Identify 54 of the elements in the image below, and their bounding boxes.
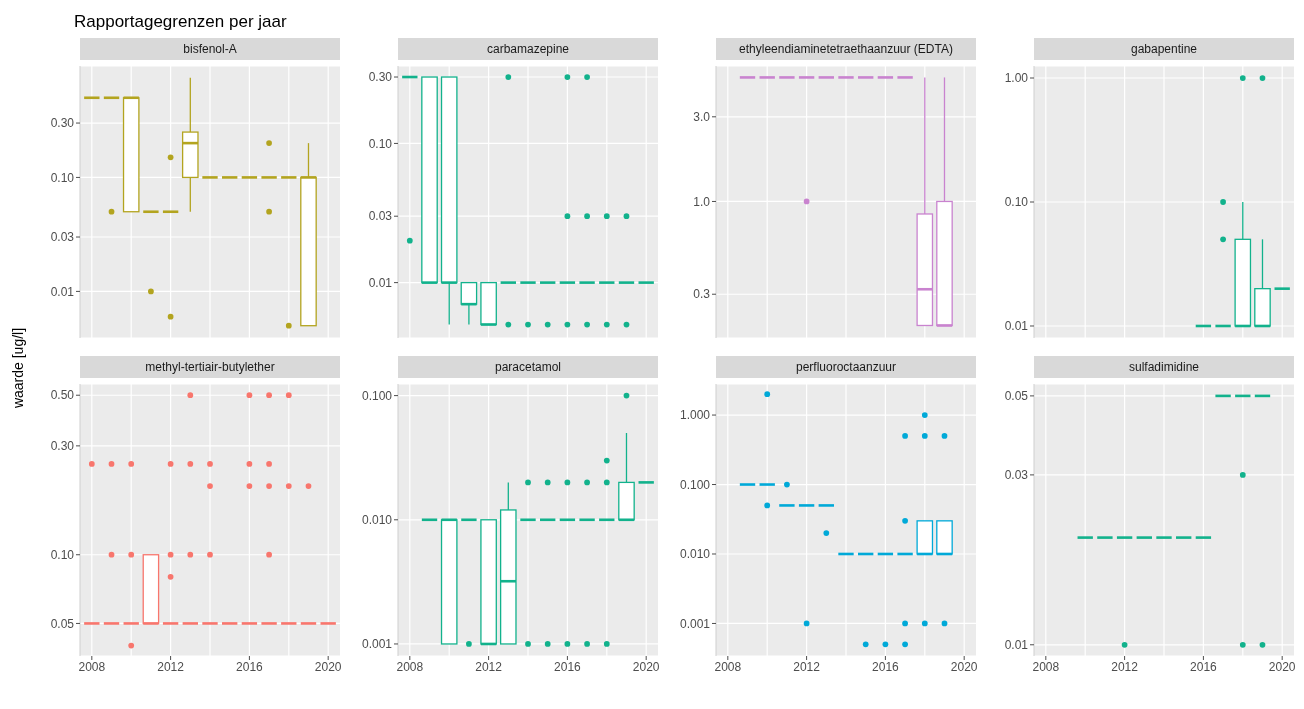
y-tick-label: 0.100: [361, 388, 393, 403]
x-tick-label: 2020: [950, 659, 978, 674]
x-tick-label: 2008: [396, 659, 424, 674]
x-tick-label: 2012: [1111, 659, 1139, 674]
x-tick-label: 2020: [1268, 659, 1296, 674]
y-tick-label: 0.001: [679, 616, 711, 631]
chart-title: carbamazepine: [398, 38, 658, 60]
x-tick-label: 2016: [1190, 659, 1218, 674]
y-tick-label: 0.30: [368, 70, 393, 85]
y-tick-label: 0.03: [1004, 468, 1029, 483]
y-tick-label: 0.30: [50, 116, 75, 131]
y-tick-label: 0.10: [368, 136, 393, 151]
y-tick-label: 0.001: [361, 637, 393, 652]
chart-title: paracetamol: [398, 356, 658, 378]
y-tick-label: 0.010: [679, 547, 711, 562]
y-axis-title: waarde [ug/l]: [10, 327, 26, 409]
y-tick-label: 0.50: [50, 388, 75, 403]
x-tick-label: 2012: [475, 659, 503, 674]
chart-title: methyl-tertiair-butylether: [80, 356, 340, 378]
x-tick-label: 2016: [872, 659, 900, 674]
x-tick-label: 2008: [78, 659, 106, 674]
y-tick-label: 1.00: [1004, 71, 1029, 86]
x-tick-label: 2020: [314, 659, 342, 674]
y-tick-label: 0.10: [50, 170, 75, 185]
chart-title: sulfadimidine: [1034, 356, 1294, 378]
y-tick-label: 0.30: [50, 439, 75, 454]
y-tick-label: 0.100: [679, 477, 711, 492]
text: Rapportagegrenzen per jaar: [74, 12, 287, 32]
x-tick-label: 2012: [157, 659, 185, 674]
x-tick-label: 2008: [714, 659, 742, 674]
chart-title: gabapentine: [1034, 38, 1294, 60]
y-tick-label: 3.0: [693, 110, 711, 125]
y-tick-label: 0.10: [50, 548, 75, 562]
x-tick-label: 2008: [1032, 659, 1060, 674]
y-tick-label: 0.10: [1004, 195, 1029, 210]
x-tick-label: 2016: [554, 659, 582, 674]
y-tick-label: 0.01: [1004, 638, 1029, 653]
y-tick-label: 0.05: [50, 616, 75, 631]
x-tick-label: 2020: [632, 659, 660, 674]
y-tick-label: 0.010: [361, 513, 393, 528]
x-tick-label: 2016: [236, 659, 264, 674]
chart-title: ethyleendiaminetetraethaanzuur (EDTA): [716, 38, 976, 60]
y-tick-label: 0.03: [368, 209, 393, 224]
y-tick-label: 0.01: [50, 284, 75, 299]
y-tick-label: 0.01: [368, 275, 393, 290]
y-tick-label: 1.000: [679, 408, 711, 423]
x-tick-label: 2012: [793, 659, 821, 674]
y-tick-label: 0.03: [50, 230, 75, 245]
chart-title: bisfenol-A: [80, 38, 340, 60]
y-tick-label: 1.0: [693, 194, 711, 209]
y-tick-label: 0.3: [693, 287, 711, 302]
y-tick-label: 0.01: [1004, 319, 1029, 334]
y-tick-label: 0.05: [1004, 389, 1029, 404]
chart-title: perfluoroctaanzuur: [716, 356, 976, 378]
